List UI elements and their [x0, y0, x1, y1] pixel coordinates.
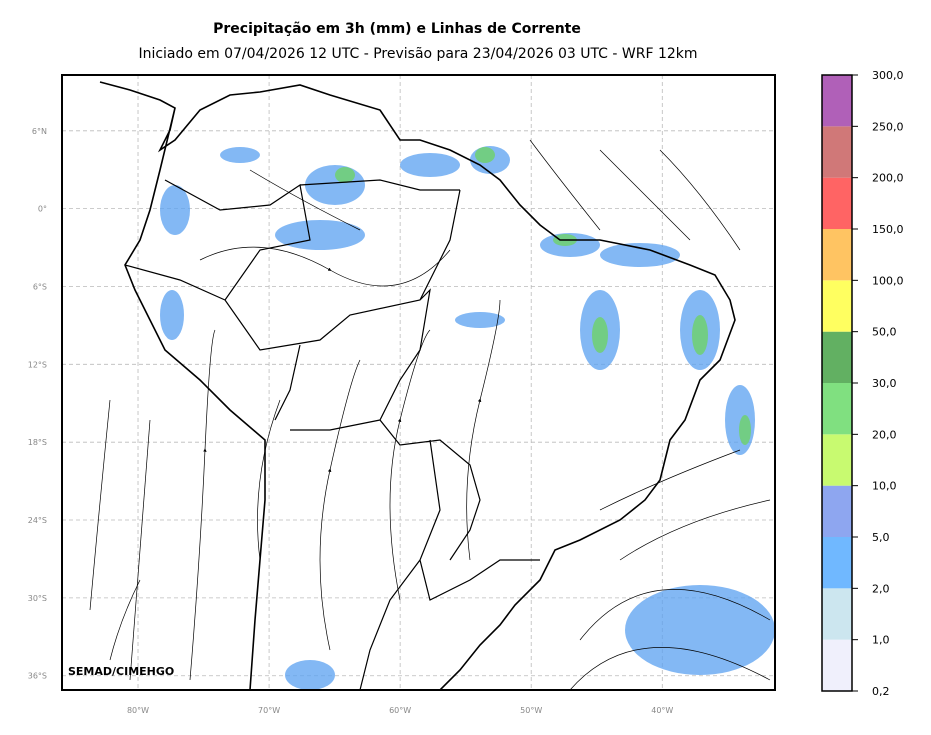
- y-tick-label: 36°S: [28, 672, 47, 681]
- colorbar-frame: [821, 74, 853, 692]
- borders: [124, 179, 540, 690]
- colorbar-label: 20,0: [872, 428, 897, 441]
- y-tick-label: 18°S: [28, 438, 47, 447]
- colorbar-label: 30,0: [872, 377, 897, 390]
- colorbar-label: 300,0: [872, 69, 904, 82]
- title: Precipitação em 3h (mm) e Linhas de Corr…: [213, 21, 581, 37]
- colorbar-label: 250,0: [872, 120, 904, 133]
- colorbar-label: 10,0: [872, 480, 897, 493]
- x-tick-label: 40°W: [651, 706, 673, 715]
- colorbar-label: 150,0: [872, 223, 904, 236]
- colorbar-segment: [822, 331, 852, 383]
- colorbar-label: 0,2: [872, 685, 890, 698]
- map-layer: SEMAD/CIMEHGO: [68, 81, 775, 690]
- colorbar-segment: [822, 177, 852, 229]
- colorbar-segment: [822, 229, 852, 281]
- colorbar-segment: [822, 126, 852, 178]
- y-tick-label: 0°: [38, 205, 47, 214]
- colorbar-segment: [822, 485, 852, 537]
- colorbar-segment: [822, 75, 852, 127]
- x-tick-label: 60°W: [389, 706, 411, 715]
- colorbar-segment: [822, 588, 852, 640]
- colorbar-label: 1,0: [872, 634, 890, 647]
- y-tick-label: 6°N: [32, 127, 47, 136]
- x-tick-label: 80°W: [127, 706, 149, 715]
- coastline: [99, 81, 736, 690]
- colorbar-segment: [822, 383, 852, 435]
- colorbar-label: 200,0: [872, 172, 904, 185]
- colorbar-segment: [822, 280, 852, 332]
- streamlines: [89, 139, 771, 690]
- y-tick-label: 24°S: [28, 516, 47, 525]
- credit: SEMAD/CIMEHGO: [68, 665, 174, 678]
- precipitation: [160, 146, 775, 690]
- colorbar-label: 100,0: [872, 274, 904, 287]
- y-tick-label: 6°S: [33, 282, 47, 291]
- colorbar-segment: [822, 639, 852, 691]
- y-tick-label: 12°S: [28, 360, 47, 369]
- colorbar-segment: [822, 537, 852, 589]
- x-tick-label: 50°W: [520, 706, 542, 715]
- subtitle: Iniciado em 07/04/2026 12 UTC - Previsão…: [138, 46, 697, 62]
- y-tick-label: 30°S: [28, 594, 47, 603]
- map-frame: [61, 74, 776, 691]
- colorbar-label: 50,0: [872, 326, 897, 339]
- colorbar-label: 5,0: [872, 531, 890, 544]
- colorbar-segment: [822, 434, 852, 486]
- x-tick-label: 70°W: [258, 706, 280, 715]
- colorbar-label: 2,0: [872, 582, 890, 595]
